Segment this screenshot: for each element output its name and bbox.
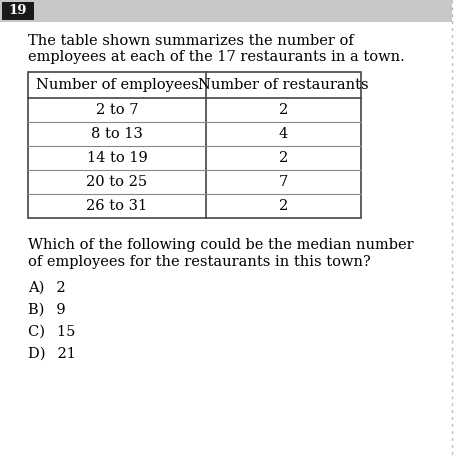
Text: 19: 19 bbox=[9, 5, 27, 17]
Text: 2: 2 bbox=[278, 103, 287, 117]
Text: 2: 2 bbox=[278, 199, 287, 213]
Text: 14 to 19: 14 to 19 bbox=[86, 151, 147, 165]
Text: Number of employees: Number of employees bbox=[35, 78, 198, 92]
Text: 2: 2 bbox=[278, 151, 287, 165]
Text: 8 to 13: 8 to 13 bbox=[91, 127, 143, 141]
Text: employees at each of the 17 restaurants in a town.: employees at each of the 17 restaurants … bbox=[28, 50, 404, 64]
Bar bbox=[28, 72, 360, 218]
Bar bbox=[0, 0, 451, 22]
Text: Which of the following could be the median number: Which of the following could be the medi… bbox=[28, 238, 413, 252]
Text: C)  15: C) 15 bbox=[28, 325, 75, 339]
Text: 2 to 7: 2 to 7 bbox=[95, 103, 138, 117]
Text: The table shown summarizes the number of: The table shown summarizes the number of bbox=[28, 34, 353, 48]
Text: 26 to 31: 26 to 31 bbox=[86, 199, 147, 213]
Text: 7: 7 bbox=[278, 175, 287, 189]
Text: Number of restaurants: Number of restaurants bbox=[198, 78, 368, 92]
Text: of employees for the restaurants in this town?: of employees for the restaurants in this… bbox=[28, 255, 370, 269]
Text: 20 to 25: 20 to 25 bbox=[86, 175, 147, 189]
Text: D)  21: D) 21 bbox=[28, 347, 76, 361]
Text: A)  2: A) 2 bbox=[28, 281, 66, 295]
Bar bbox=[2, 2, 34, 20]
Text: B)  9: B) 9 bbox=[28, 303, 66, 317]
Text: 4: 4 bbox=[278, 127, 287, 141]
